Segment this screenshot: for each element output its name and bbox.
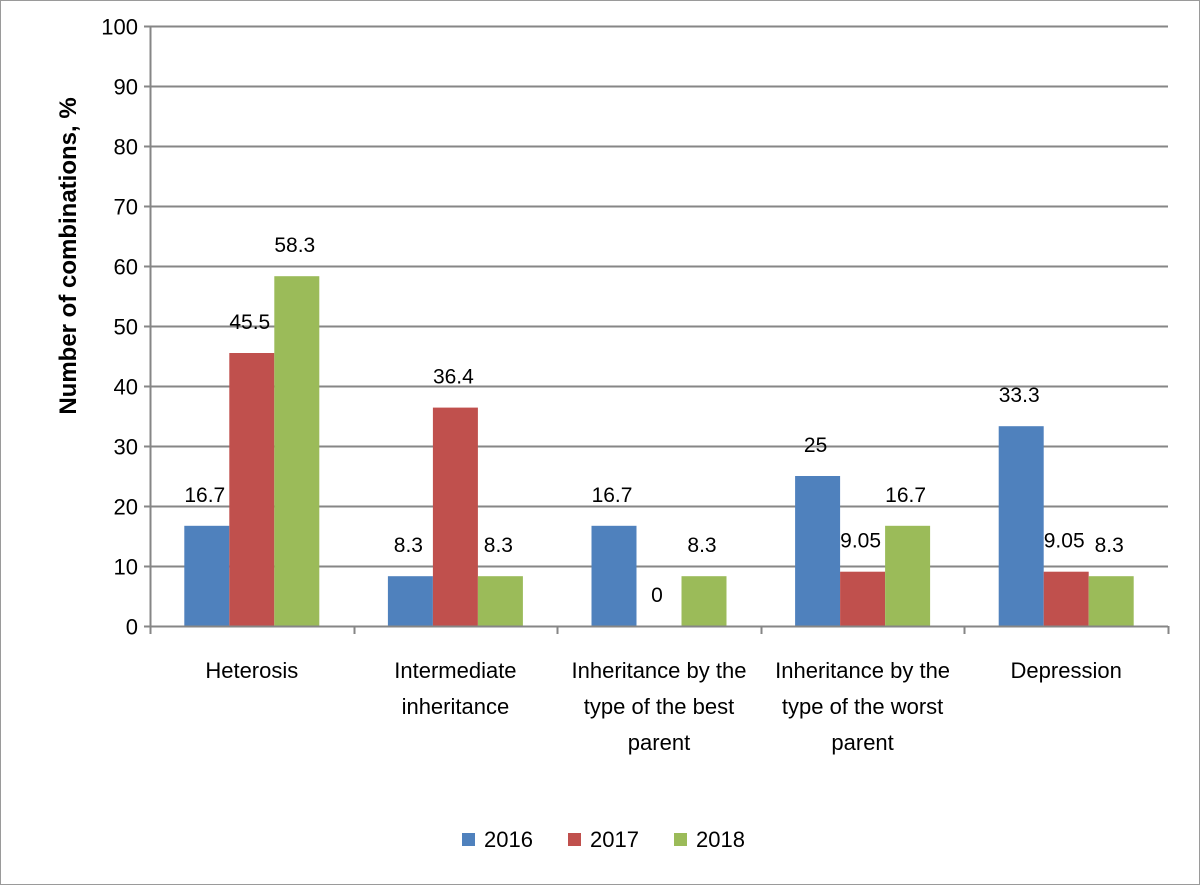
y-tick-label: 100 bbox=[101, 15, 138, 40]
data-label: 9.05 bbox=[840, 530, 881, 553]
y-tick-label: 40 bbox=[114, 375, 138, 400]
x-category-label: inheritance bbox=[402, 694, 510, 719]
y-tick-label: 60 bbox=[114, 255, 138, 280]
y-tick-label: 20 bbox=[114, 495, 138, 520]
bar-2017 bbox=[432, 407, 478, 626]
data-label: 8.3 bbox=[1095, 534, 1124, 557]
legend-swatch bbox=[568, 833, 581, 846]
data-label: 36.4 bbox=[433, 366, 474, 389]
bar-2018 bbox=[885, 525, 931, 626]
data-label: 58.3 bbox=[274, 234, 315, 257]
legend-swatch bbox=[674, 833, 687, 846]
data-label: 16.7 bbox=[184, 484, 225, 507]
legend-item-2017: 2017 bbox=[568, 827, 639, 852]
bar-2018 bbox=[274, 276, 320, 626]
bar-2017 bbox=[229, 353, 275, 626]
x-category-label: parent bbox=[628, 730, 690, 755]
y-tick-label: 90 bbox=[114, 75, 138, 100]
data-label: 33.3 bbox=[999, 384, 1040, 407]
bar-2016 bbox=[795, 476, 841, 626]
y-tick-label: 0 bbox=[126, 615, 138, 640]
bar-2016 bbox=[998, 426, 1044, 626]
bar-2016 bbox=[591, 525, 637, 626]
y-tick-label: 30 bbox=[114, 435, 138, 460]
y-tick-label: 10 bbox=[114, 555, 138, 580]
gridlines bbox=[150, 25, 1168, 568]
data-labels: 16.7 8.3 16.7 25 33.3 45.5 36.4 0 9.05 9.05 58.3 8.… bbox=[184, 234, 1123, 607]
bar-2017 bbox=[840, 571, 886, 626]
bar-2018 bbox=[681, 576, 727, 626]
x-category-label: type of the worst bbox=[782, 694, 943, 719]
legend-item-2018: 2018 bbox=[674, 827, 745, 852]
data-label: 0 bbox=[651, 584, 663, 607]
data-label: 25 bbox=[804, 434, 827, 457]
data-label: 8.3 bbox=[484, 534, 513, 557]
bars bbox=[184, 276, 1134, 626]
data-label: 9.05 bbox=[1044, 530, 1085, 553]
bar-2016 bbox=[387, 576, 433, 626]
y-tick-label: 80 bbox=[114, 135, 138, 160]
legend-swatch bbox=[462, 833, 475, 846]
x-category-label: Inheritance by the bbox=[775, 658, 950, 683]
legend-label: 2016 bbox=[484, 827, 533, 852]
bar-2017 bbox=[1043, 571, 1089, 626]
bar-2016 bbox=[184, 525, 230, 626]
x-category-label: Intermediate bbox=[394, 658, 516, 683]
y-tick-label: 70 bbox=[114, 195, 138, 220]
y-tick-label: 50 bbox=[114, 315, 138, 340]
bar-2018 bbox=[477, 576, 523, 626]
legend-label: 2018 bbox=[696, 827, 745, 852]
y-axis-title: Number of combinations, % bbox=[55, 97, 82, 414]
data-label: 16.7 bbox=[885, 484, 926, 507]
category-labels: Heterosis Intermediate inheritance Inherita… bbox=[205, 658, 1122, 755]
x-category-label: Inheritance by the bbox=[572, 658, 747, 683]
bar-2018 bbox=[1088, 576, 1134, 626]
x-category-label: Heterosis bbox=[205, 658, 298, 683]
data-label: 16.7 bbox=[592, 484, 633, 507]
data-label: 8.3 bbox=[394, 534, 423, 557]
data-label: 45.5 bbox=[229, 311, 270, 334]
data-label: 8.3 bbox=[687, 534, 716, 557]
x-category-label: type of the best bbox=[584, 694, 734, 719]
x-category-label: parent bbox=[831, 730, 893, 755]
legend-label: 2017 bbox=[590, 827, 639, 852]
legend-item-2016: 2016 bbox=[462, 827, 533, 852]
x-category-label: Depression bbox=[1011, 658, 1122, 683]
legend: 2016 2017 2018 bbox=[462, 827, 745, 852]
axes: 0 10 20 30 40 50 60 70 80 90 100 bbox=[101, 15, 1170, 640]
